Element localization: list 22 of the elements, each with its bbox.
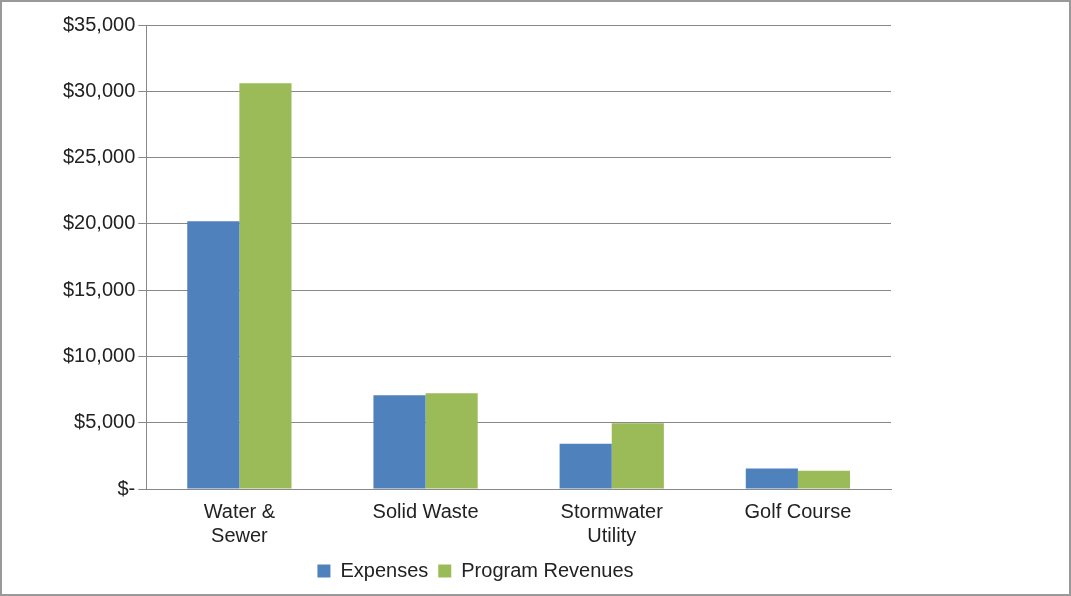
x-tick-label: Water & Sewer: [203, 499, 276, 546]
y-tick-label: $20,000: [63, 211, 136, 234]
bar: [373, 395, 426, 489]
y-tick-label: $5,000: [74, 410, 136, 433]
bar: [745, 468, 798, 489]
y-tick-label: $25,000: [63, 145, 136, 168]
x-tick-label: Stormwater Utility: [560, 499, 664, 546]
y-tick-label: $15,000: [63, 277, 136, 300]
bar: [797, 470, 851, 489]
bar: [559, 443, 612, 489]
bar: [611, 423, 664, 489]
y-tick-label: $10,000: [63, 343, 136, 366]
bar: [187, 221, 240, 489]
bar: [425, 393, 478, 489]
y-tick-label: $30,000: [63, 78, 136, 101]
bar: [239, 83, 292, 489]
x-tick-label: Solid Waste: [372, 499, 479, 522]
legend-label: Expenses: [340, 558, 429, 581]
y-tick-label: $35,000: [63, 12, 136, 35]
legend-label: Program Revenues: [461, 558, 634, 581]
y-tick-label: $-: [117, 476, 136, 499]
x-tick-label: Golf Course: [744, 499, 852, 522]
